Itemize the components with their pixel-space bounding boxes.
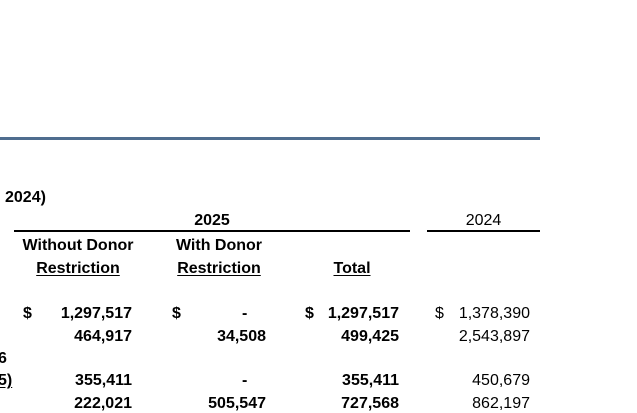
row1-prior-currency: $ [435, 305, 444, 322]
row4-wd-value: - [242, 372, 248, 389]
row2-wd-value: 34,508 [217, 328, 266, 345]
row1-wdr-currency: $ [23, 305, 32, 322]
total-header: Total [300, 259, 404, 278]
year-current-header: 2025 [194, 212, 230, 229]
with-donor-header-line2: Restriction [160, 259, 278, 278]
row5-total-value: 727,568 [341, 395, 399, 412]
row1-wd-value: - [242, 305, 248, 322]
row1-wdr-value: 1,297,517 [60, 305, 132, 322]
row1-total-currency: $ [305, 305, 314, 322]
row5-prior-value: 862,197 [472, 395, 530, 412]
header-rule [0, 137, 540, 140]
row5-wdr-value: 222,021 [74, 395, 132, 412]
with-donor-header-text: Restriction [177, 260, 261, 277]
with-donor-header-line1: With Donor [175, 237, 263, 254]
row5-wd-value: 505,547 [208, 395, 266, 412]
year-prior-rule [427, 230, 540, 232]
row1-wd-currency: $ [172, 305, 181, 322]
row1-total-value: 1,297,517 [327, 305, 399, 322]
without-donor-header-text: Restriction [36, 260, 120, 277]
year-current-rule [14, 230, 410, 232]
row1-prior-value: 1,378,390 [458, 305, 530, 322]
row2-prior-value: 2,543,897 [458, 328, 530, 345]
year-prior-header: 2024 [465, 212, 502, 229]
row2-total-value: 499,425 [341, 328, 399, 345]
without-donor-header-line1: Without Donor [22, 237, 134, 254]
row4-prior-value: 450,679 [472, 372, 530, 389]
period-label: 2024) [5, 189, 46, 206]
row4-label-fragment: 5) [0, 371, 12, 390]
row4-label-text: 5) [0, 372, 13, 389]
row3-label-fragment: 6 [0, 350, 7, 367]
row2-wdr-value: 464,917 [74, 328, 132, 345]
total-header-text: Total [333, 260, 371, 277]
without-donor-header-line2: Restriction [14, 259, 142, 278]
row4-wdr-value: 355,411 [75, 372, 132, 389]
row4-total-value: 355,411 [342, 372, 399, 389]
